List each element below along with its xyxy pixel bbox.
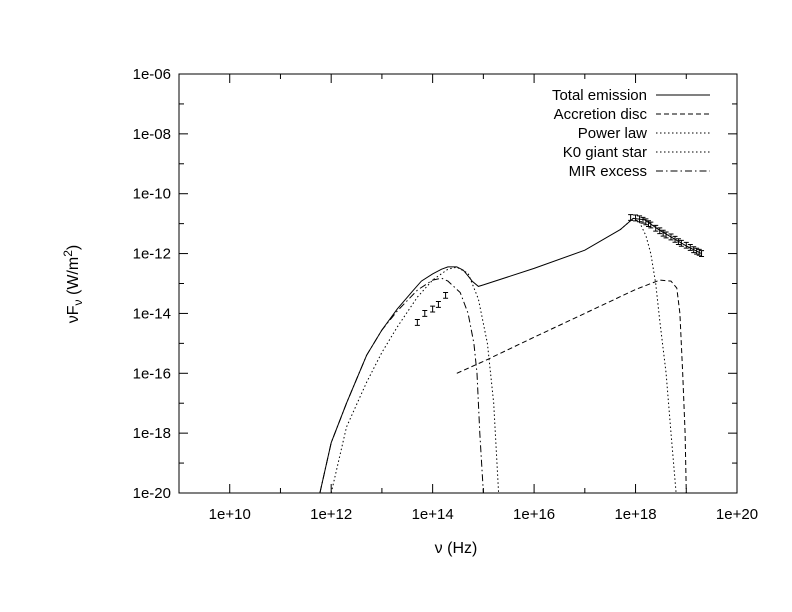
y-tick-label: 1e-20	[133, 485, 171, 502]
axis-ticks: 1e+10 1e+12 1e+14 1e+16 1e+18 1e+20 1e-20 1e-18…	[133, 66, 758, 523]
xray-data-point	[653, 224, 659, 232]
xray-data-point	[678, 239, 684, 247]
xray-data-point	[687, 244, 693, 251]
ir-data-point	[435, 301, 441, 308]
legend-label: K0 giant star	[563, 144, 647, 161]
legend-label: MIR excess	[569, 163, 647, 180]
plot-axes	[178, 73, 738, 494]
xray-data-point	[675, 238, 681, 246]
data-points-layer	[414, 214, 705, 326]
legend-label: Power law	[578, 125, 647, 142]
x-tick-label: 1e+14	[412, 506, 454, 523]
y-tick-label: 1e-14	[133, 305, 171, 322]
xray-data-point	[691, 246, 697, 254]
xray-data-point	[694, 247, 700, 255]
y-tick-label: 1e-16	[133, 365, 171, 382]
xray-data-point	[660, 229, 666, 237]
y-tick-label: 1e-10	[133, 186, 171, 203]
xray-data-point	[637, 215, 643, 223]
legend-label: Accretion disc	[554, 106, 648, 123]
xray-data-point	[657, 227, 663, 235]
y-tick-label: 1e-06	[133, 66, 171, 83]
ir-data-point	[443, 292, 449, 299]
x-tick-label: 1e+10	[209, 506, 251, 523]
series-accretion-disc	[456, 279, 687, 494]
series-mir-excess	[319, 277, 484, 494]
x-tick-label: 1e+16	[513, 506, 555, 523]
xray-data-point	[640, 216, 646, 224]
xray-data-point	[668, 233, 674, 241]
series-layer	[319, 217, 702, 494]
ir-data-point	[422, 310, 428, 317]
ir-data-point	[414, 319, 420, 326]
xray-data-point	[672, 235, 678, 243]
xray-data-point	[648, 221, 654, 229]
x-axis-label: ν (Hz)	[435, 540, 478, 557]
xray-data-point	[633, 214, 639, 222]
xray-data-point	[663, 231, 669, 239]
legend: Total emission Accretion disc Power law K0 …	[552, 87, 710, 180]
plot-frame	[178, 73, 738, 494]
y-tick-label: 1e-08	[133, 126, 171, 143]
xray-data-point	[683, 241, 689, 249]
series-power-law	[619, 217, 677, 494]
xray-data-point	[699, 250, 705, 257]
ir-data-point	[430, 305, 436, 313]
xray-data-point	[643, 218, 649, 226]
series-total-emission	[319, 217, 702, 494]
x-tick-label: 1e+18	[614, 506, 656, 523]
x-tick-label: 1e+12	[310, 506, 352, 523]
y-tick-label: 1e-12	[133, 246, 171, 263]
y-axis-label: νFν (W/m2)	[61, 245, 85, 323]
xray-data-point	[628, 214, 634, 221]
legend-label: Total emission	[552, 87, 647, 104]
x-tick-label: 1e+20	[716, 506, 758, 523]
series-k0-giant-star	[330, 266, 500, 494]
y-tick-label: 1e-18	[133, 425, 171, 442]
